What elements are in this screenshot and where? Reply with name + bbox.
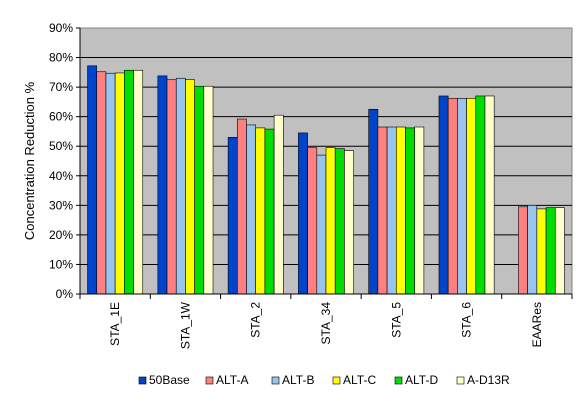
- bar: [438, 95, 449, 295]
- y-tick-label: 10%: [49, 257, 73, 271]
- bar: [395, 126, 406, 295]
- legend-label: ALT-B: [282, 373, 314, 387]
- x-category-label: STA_1W: [178, 301, 192, 349]
- legend-swatch: [138, 376, 147, 385]
- bar: [386, 126, 397, 295]
- bar: [554, 207, 565, 295]
- legend: 50Base ALT-A ALT-B ALT-C ALT-D A-D13R: [138, 373, 510, 387]
- bar: [414, 126, 425, 295]
- legend-swatch: [332, 376, 341, 385]
- bar: [157, 75, 168, 295]
- x-category-label: STA_6: [460, 302, 474, 338]
- y-tick-label: 0%: [56, 287, 74, 301]
- y-tick-label: 50%: [49, 139, 73, 153]
- y-axis-title: Concentration Reduction %: [22, 81, 37, 240]
- bar: [377, 126, 388, 295]
- y-tick-label: 60%: [49, 110, 73, 124]
- bar: [536, 208, 547, 295]
- bar: [264, 128, 275, 295]
- bar: [368, 108, 379, 295]
- legend-swatch: [205, 376, 214, 385]
- bar: [518, 206, 528, 295]
- bar: [334, 148, 345, 295]
- bar: [527, 205, 538, 295]
- legend-label: A-D13R: [467, 373, 510, 387]
- bar: [545, 207, 556, 295]
- bar: [185, 79, 195, 295]
- bar: [194, 85, 205, 295]
- bar: [307, 147, 318, 295]
- legend-swatch: [456, 376, 465, 385]
- y-tick-label: 90%: [49, 21, 73, 35]
- legend-swatch: [394, 376, 403, 385]
- x-category-label: STA_34: [319, 302, 333, 345]
- bar: [484, 95, 495, 295]
- legend-label: 50Base: [149, 373, 190, 387]
- bar: [344, 150, 354, 295]
- bar: [87, 65, 98, 295]
- bar: [475, 95, 486, 295]
- bar: [237, 118, 247, 295]
- legend-label: ALT-C: [343, 373, 376, 387]
- bar: [316, 154, 327, 295]
- plot-area: [79, 27, 573, 295]
- bar: [96, 71, 107, 295]
- bar: [457, 98, 467, 295]
- legend-swatch: [271, 376, 280, 385]
- axes: 0% 10% 20% 30% 40% 50% 60% 70% 80% 90% Concentrati…: [22, 21, 573, 349]
- bar: [133, 69, 144, 295]
- bar: [273, 114, 284, 295]
- x-category-label: EAARes: [530, 302, 544, 347]
- x-category-label: STA_5: [389, 302, 403, 338]
- legend-label: ALT-A: [216, 373, 248, 387]
- y-tick-label: 80%: [49, 51, 73, 65]
- y-tick-label: 30%: [49, 198, 73, 212]
- bar: [255, 127, 266, 295]
- y-tick-label: 40%: [49, 169, 73, 183]
- bar: [203, 85, 214, 295]
- bar: [124, 69, 134, 295]
- bar: [105, 72, 116, 295]
- bar: [298, 132, 308, 295]
- x-category-label: STA_1E: [108, 302, 122, 346]
- bar: [466, 98, 477, 295]
- x-category-label: STA_2: [249, 302, 263, 338]
- bar: [227, 137, 238, 295]
- bar: [405, 127, 415, 295]
- bar: [175, 77, 186, 295]
- bar: [114, 72, 125, 295]
- bar: [325, 147, 336, 295]
- bar: [447, 98, 458, 295]
- bar: [166, 79, 177, 295]
- bar: [246, 124, 257, 295]
- y-tick-label: 20%: [49, 228, 73, 242]
- legend-label: ALT-D: [405, 373, 438, 387]
- y-tick-label: 70%: [49, 80, 73, 94]
